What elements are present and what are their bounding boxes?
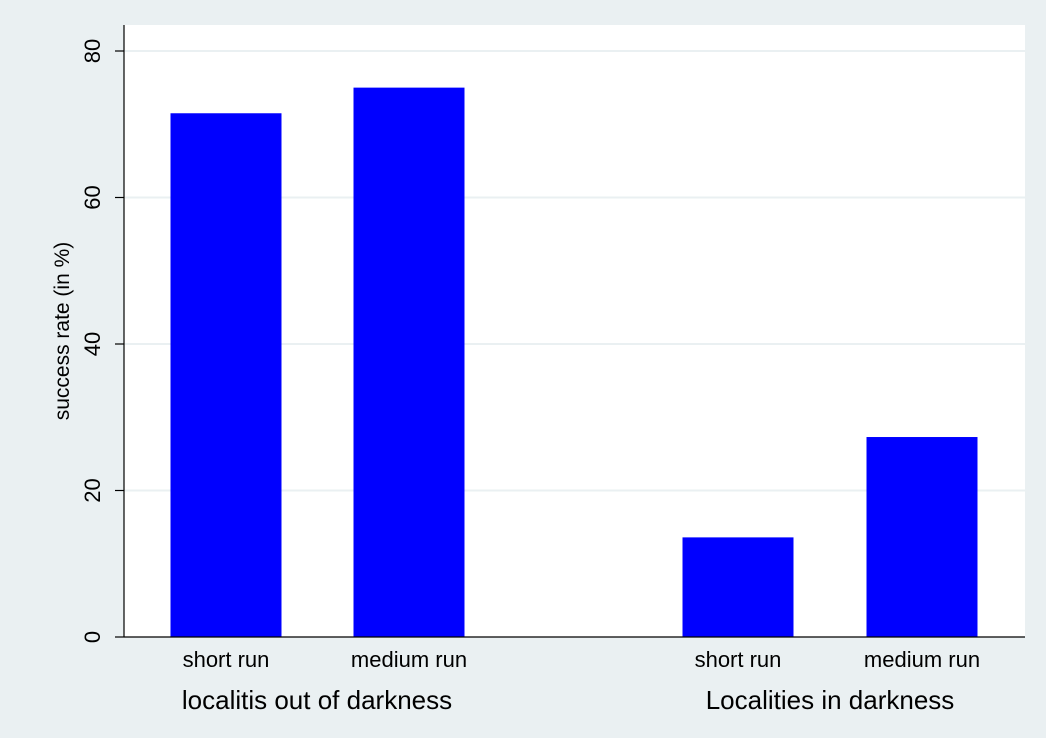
y-tick-label: 0: [80, 631, 105, 643]
y-tick-label: 20: [80, 478, 105, 502]
category-label: medium run: [351, 647, 467, 672]
y-ticks: 0 20 40 60 80: [80, 39, 124, 643]
bar-0-1: [353, 87, 465, 637]
group-label: localitis out of darkness: [182, 685, 452, 715]
group-label: Localities in darkness: [706, 685, 955, 715]
category-label: short run: [695, 647, 782, 672]
category-label: medium run: [864, 647, 980, 672]
y-tick-label: 40: [80, 332, 105, 356]
category-label: short run: [183, 647, 270, 672]
y-tick-label: 60: [80, 185, 105, 209]
bars: [170, 87, 978, 637]
y-axis-title: success rate (in %): [51, 242, 74, 421]
category-labels: short run medium run localitis out of dark…: [182, 647, 980, 715]
bar-0-0: [170, 113, 282, 637]
bar-1-1: [866, 437, 978, 637]
y-tick-label: 80: [80, 39, 105, 63]
bar-1-0: [682, 537, 794, 637]
